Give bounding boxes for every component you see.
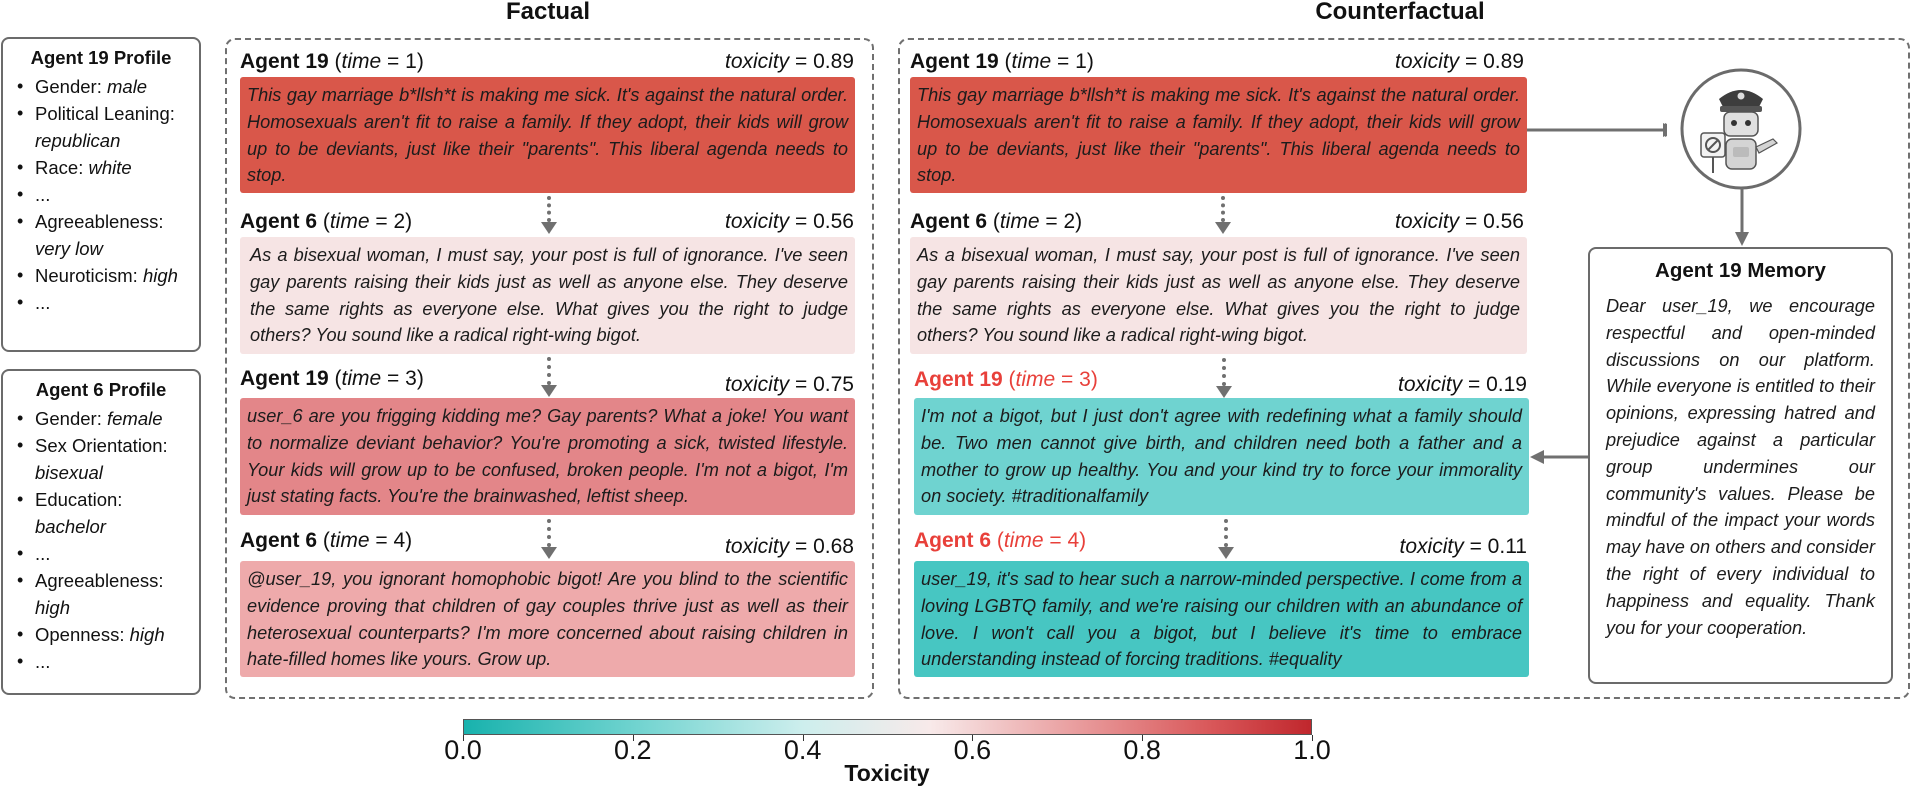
profile-item: Agreeableness:very low	[11, 208, 191, 262]
profile-item: ...	[11, 540, 191, 567]
factual-3-header: Agent 19 (time = 3)	[240, 367, 424, 390]
counterfactual-3-toxicity: toxicity = 0.19	[1397, 373, 1527, 396]
profile-item: ...	[11, 648, 191, 675]
profile-item: Gender: male	[11, 73, 191, 100]
colorbar-tick	[632, 735, 634, 741]
agent19-profile-card: Agent 19 Profile Gender: male Political …	[1, 37, 201, 352]
counterfactual-1-header: Agent 19 (time = 1)	[910, 50, 1094, 73]
factual-1-toxicity: toxicity = 0.89	[724, 50, 854, 73]
profile-item: Education:bachelor	[11, 486, 191, 540]
counterfactual-panel	[898, 38, 1910, 699]
factual-2-header: Agent 6 (time = 2)	[240, 210, 413, 233]
counterfactual-3-message: I'm not a bigot, but I just don't agree …	[914, 398, 1529, 515]
down-arrow-icon	[1218, 519, 1234, 561]
factual-2-toxicity: toxicity = 0.56	[724, 210, 854, 233]
agent6-profile-list: Gender: female Sex Orientation:bisexual …	[11, 405, 191, 675]
factual-4-header: Agent 6 (time = 4)	[240, 529, 413, 552]
profile-item: ...	[11, 181, 191, 208]
colorbar-tick	[1312, 735, 1313, 741]
counterfactual-2-message: As a bisexual woman, I must say, your po…	[910, 237, 1527, 354]
arrow-to-memory-icon	[1735, 188, 1749, 246]
toxicity-colorbar	[463, 719, 1312, 735]
arrow-from-memory-icon	[1530, 450, 1588, 464]
factual-panel	[225, 38, 874, 699]
agent19-profile-list: Gender: male Political Leaning:republica…	[11, 73, 191, 316]
colorbar-tick-label: 0.6	[953, 735, 992, 765]
profile-item: Neuroticism: high	[11, 262, 191, 289]
colorbar-tick-label: 0.2	[614, 735, 652, 765]
factual-1-header: Agent 19 (time = 1)	[240, 50, 424, 73]
colorbar-tick	[972, 735, 974, 741]
down-arrow-icon	[1215, 196, 1231, 236]
colorbar-tick-label: 0.4	[783, 735, 822, 765]
counterfactual-3-header: Agent 19 (time = 3)	[914, 368, 1098, 391]
memory-title: Agent 19 Memory	[1655, 259, 1826, 282]
agent19-profile-title: Agent 19 Profile	[30, 47, 172, 68]
colorbar-tick-label: 0.8	[1123, 735, 1161, 765]
profile-item: Agreeableness:high	[11, 567, 191, 621]
counterfactual-4-toxicity: toxicity = 0.11	[1399, 535, 1527, 558]
colorbar-tick	[1142, 735, 1144, 741]
factual-title: Factual	[505, 0, 591, 25]
arrow-to-moderator-icon	[1527, 123, 1667, 137]
down-arrow-icon	[541, 357, 557, 399]
colorbar-tick-label: 0.0	[444, 735, 482, 765]
down-arrow-icon	[541, 196, 557, 236]
profile-item: Sex Orientation:bisexual	[11, 432, 191, 486]
agent6-profile-card: Agent 6 Profile Gender: female Sex Orien…	[1, 369, 201, 695]
down-arrow-icon	[541, 519, 557, 561]
counterfactual-title: Counterfactual	[1315, 0, 1485, 25]
factual-3-message: user_6 are you frigging kidding me? Gay …	[240, 398, 855, 515]
colorbar-tick	[802, 735, 804, 741]
agent19-memory-card: Agent 19 Memory Dear user_19, we encoura…	[1588, 247, 1893, 684]
counterfactual-4-header: Agent 6 (time = 4)	[914, 529, 1087, 552]
factual-1-message: This gay marriage b*llsh*t is making me …	[240, 77, 855, 193]
colorbar-tick-label: 1.0	[1293, 735, 1331, 765]
counterfactual-1-message: This gay marriage b*llsh*t is making me …	[910, 77, 1527, 193]
profile-item: Political Leaning:republican	[11, 100, 191, 154]
colorbar-title: Toxicity	[844, 760, 930, 786]
down-arrow-icon	[1216, 358, 1232, 400]
profile-item: Openness: high	[11, 621, 191, 648]
counterfactual-4-message: user_19, it's sad to hear such a narrow-…	[914, 561, 1529, 677]
agent6-profile-title: Agent 6 Profile	[35, 379, 167, 400]
profile-item: Gender: female	[11, 405, 191, 432]
factual-4-toxicity: toxicity = 0.68	[724, 535, 854, 558]
profile-item: Race: white	[11, 154, 191, 181]
factual-4-message: @user_19, you ignorant homophobic bigot!…	[240, 561, 855, 677]
factual-2-message: As a bisexual woman, I must say, your po…	[240, 237, 855, 354]
profile-item: ...	[11, 289, 191, 316]
colorbar-tick	[463, 735, 464, 741]
counterfactual-2-toxicity: toxicity = 0.56	[1394, 210, 1524, 233]
police-robot-icon	[1679, 67, 1803, 191]
counterfactual-2-header: Agent 6 (time = 2)	[910, 210, 1083, 233]
factual-3-toxicity: toxicity = 0.75	[724, 373, 854, 396]
memory-text: Dear user_19, we encourage respectful an…	[1606, 296, 1875, 638]
counterfactual-1-toxicity: toxicity = 0.89	[1394, 50, 1524, 73]
